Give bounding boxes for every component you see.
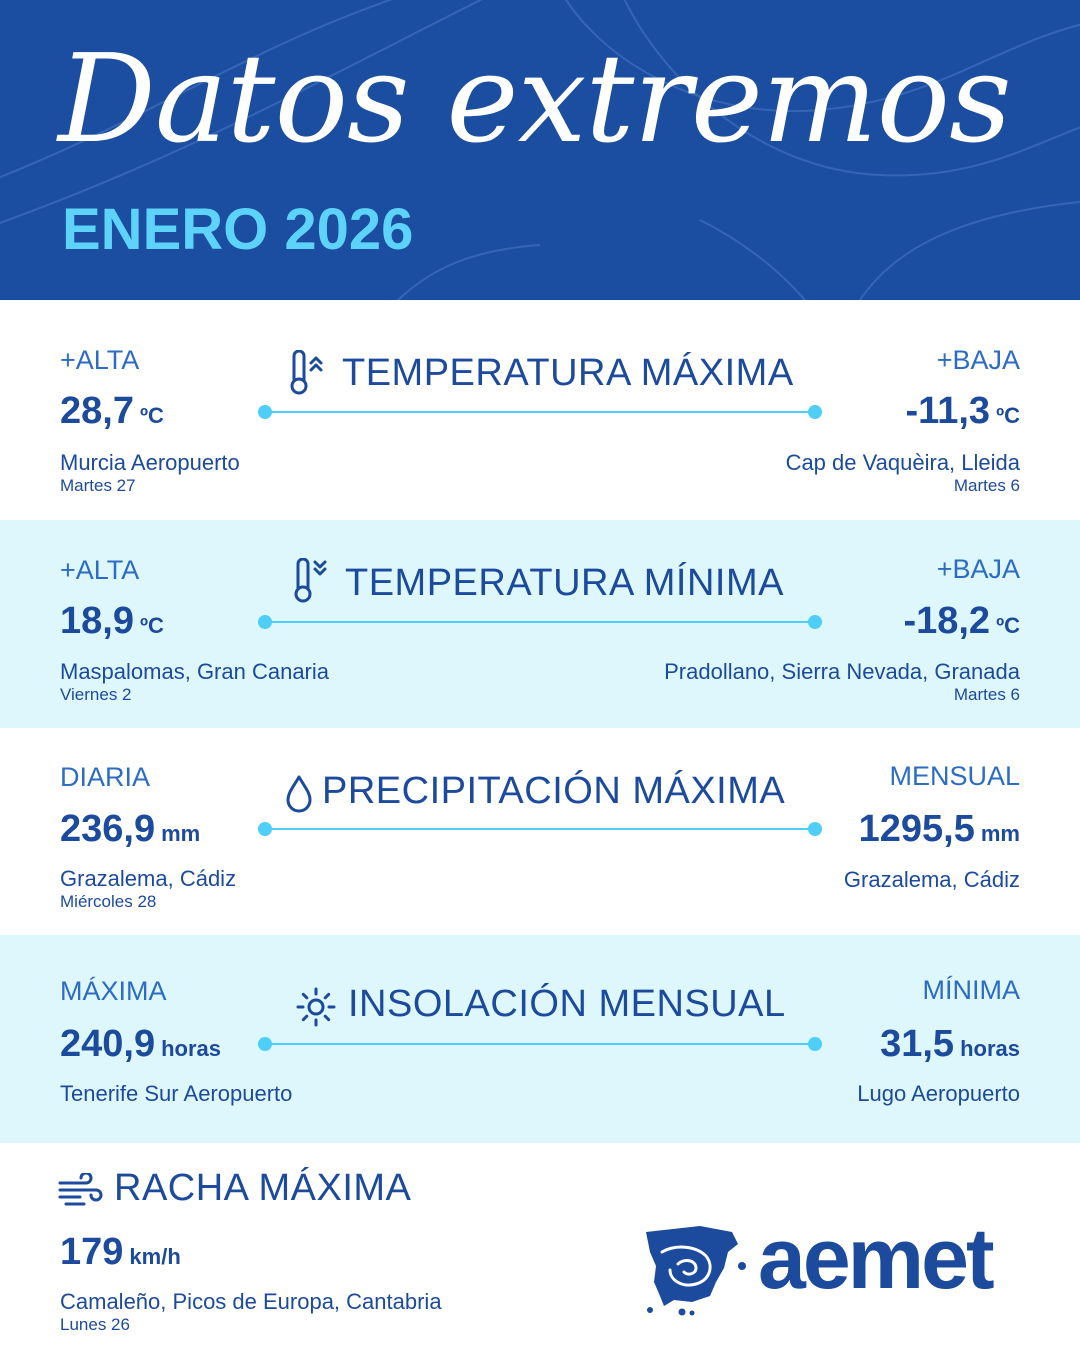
right-value-group: -18,2 ºC [903,600,1020,643]
section-title: TEMPERATURA MÁXIMA [342,352,794,394]
connector-line [265,828,815,830]
right-value-group: -11,3 ºC [906,390,1020,433]
right-value: 1295,5 [858,808,975,850]
sun-icon [296,987,336,1027]
right-place: Grazalema, Cádiz [843,867,1020,892]
left-place: Grazalema, Cádiz [60,866,237,891]
right-unit: ºC [996,613,1020,638]
connector-dot-right [808,822,822,836]
left-value-group: 240,9 horas [60,1023,221,1066]
left-label: MÁXIMA [60,976,167,1006]
right-label: MÍNIMA [922,975,1021,1005]
page-subtitle: ENERO 2026 [62,197,414,262]
left-label: DIARIA [60,762,151,792]
right-unit: ºC [996,403,1020,428]
aemet-logo: aemet [640,1216,1030,1318]
section-insolacion-mensual: MÁXIMA 240,9 horas Tenerife Sur Aeropuert… [0,935,1080,1143]
section-title: TEMPERATURA MÍNIMA [345,562,784,604]
left-date: Viernes 2 [60,685,132,704]
connector-dot-left [258,1037,272,1051]
range-connector [258,615,822,629]
right-date: Martes 6 [953,476,1020,495]
left-value: 28,7 [60,390,134,432]
wind-value-group: 179 km/h [60,1231,181,1274]
left-value-group: 28,7 ºC [60,390,164,433]
right-place: Cap de Vaquèira, Lleida [785,450,1020,475]
connector-dot-left [258,615,272,629]
connector-dot-right [808,1037,822,1051]
right-place: Lugo Aeropuerto [857,1081,1020,1106]
right-date: Martes 6 [953,685,1020,704]
right-place: Pradollano, Sierra Nevada, Granada [664,659,1020,684]
left-date: Martes 27 [60,476,136,495]
left-value: 236,9 [60,808,156,850]
section-title: RACHA MÁXIMA [114,1167,412,1209]
wind-place: Camaleño, Picos de Europa, Cantabria [60,1289,442,1314]
range-connector [258,1037,822,1051]
connector-dot-left [258,822,272,836]
right-value: 31,5 [880,1023,955,1065]
section-temperatura-minima: +ALTA 18,9 ºC Maspalomas, Gran Canaria Vi… [0,520,1080,728]
left-label: +ALTA [60,555,140,585]
right-value: -11,3 [905,390,991,432]
connector-dot-left [258,405,272,419]
left-value: 240,9 [60,1023,156,1065]
left-date: Miércoles 28 [60,892,157,911]
water-drop-icon [286,775,312,813]
right-label: +BAJA [936,345,1020,375]
right-unit: horas [960,1036,1020,1061]
contour-lines-background [0,0,1080,300]
left-value-group: 236,9 mm [60,808,200,851]
aemet-spain-map-logo [646,1226,746,1316]
left-label: +ALTA [60,345,140,375]
left-unit: ºC [139,403,164,428]
right-value-group: 31,5 horas [880,1023,1020,1066]
section-title: INSOLACIÓN MENSUAL [348,983,786,1025]
section-title: PRECIPITACIÓN MÁXIMA [322,770,786,812]
right-value-group: 1295,5 mm [859,808,1020,851]
page-title: Datos extremos [58,28,1012,170]
section-temperatura-maxima: +ALTA 28,7 ºC Murcia Aeropuerto Martes 27… [0,300,1080,520]
connector-dot-right [808,405,822,419]
thermometer-down-icon [294,558,327,603]
left-unit: mm [161,821,201,846]
wind-date: Lunes 26 [60,1315,130,1334]
right-label: +BAJA [936,554,1020,584]
section-racha-maxima: RACHA MÁXIMA 179 km/h Camaleño, Picos de … [0,1143,1080,1350]
left-unit: horas [161,1036,222,1061]
thermometer-up-icon [290,350,323,395]
left-place: Maspalomas, Gran Canaria [60,659,330,684]
left-place: Tenerife Sur Aeropuerto [60,1081,293,1106]
left-place: Murcia Aeropuerto [60,450,240,475]
connector-line [265,621,815,623]
right-label: MENSUAL [889,761,1020,791]
range-connector [258,822,822,836]
right-unit: mm [980,821,1020,846]
wind-value: 179 [60,1231,124,1273]
connector-dot-right [808,615,822,629]
right-value: -18,2 [903,600,991,642]
connector-line [265,411,815,413]
section-precipitacion-maxima: DIARIA 236,9 mm Grazalema, Cádiz Miércole… [0,728,1080,935]
aemet-wordmark: aemet [758,1211,995,1307]
wind-unit: km/h [129,1244,181,1269]
range-connector [258,405,822,419]
wind-icon [58,1173,103,1206]
left-unit: ºC [139,613,164,638]
left-value-group: 18,9 ºC [60,600,164,643]
header-banner: Datos extremos ENERO 2026 [0,0,1080,300]
left-value: 18,9 [60,600,134,642]
connector-line [265,1043,815,1045]
